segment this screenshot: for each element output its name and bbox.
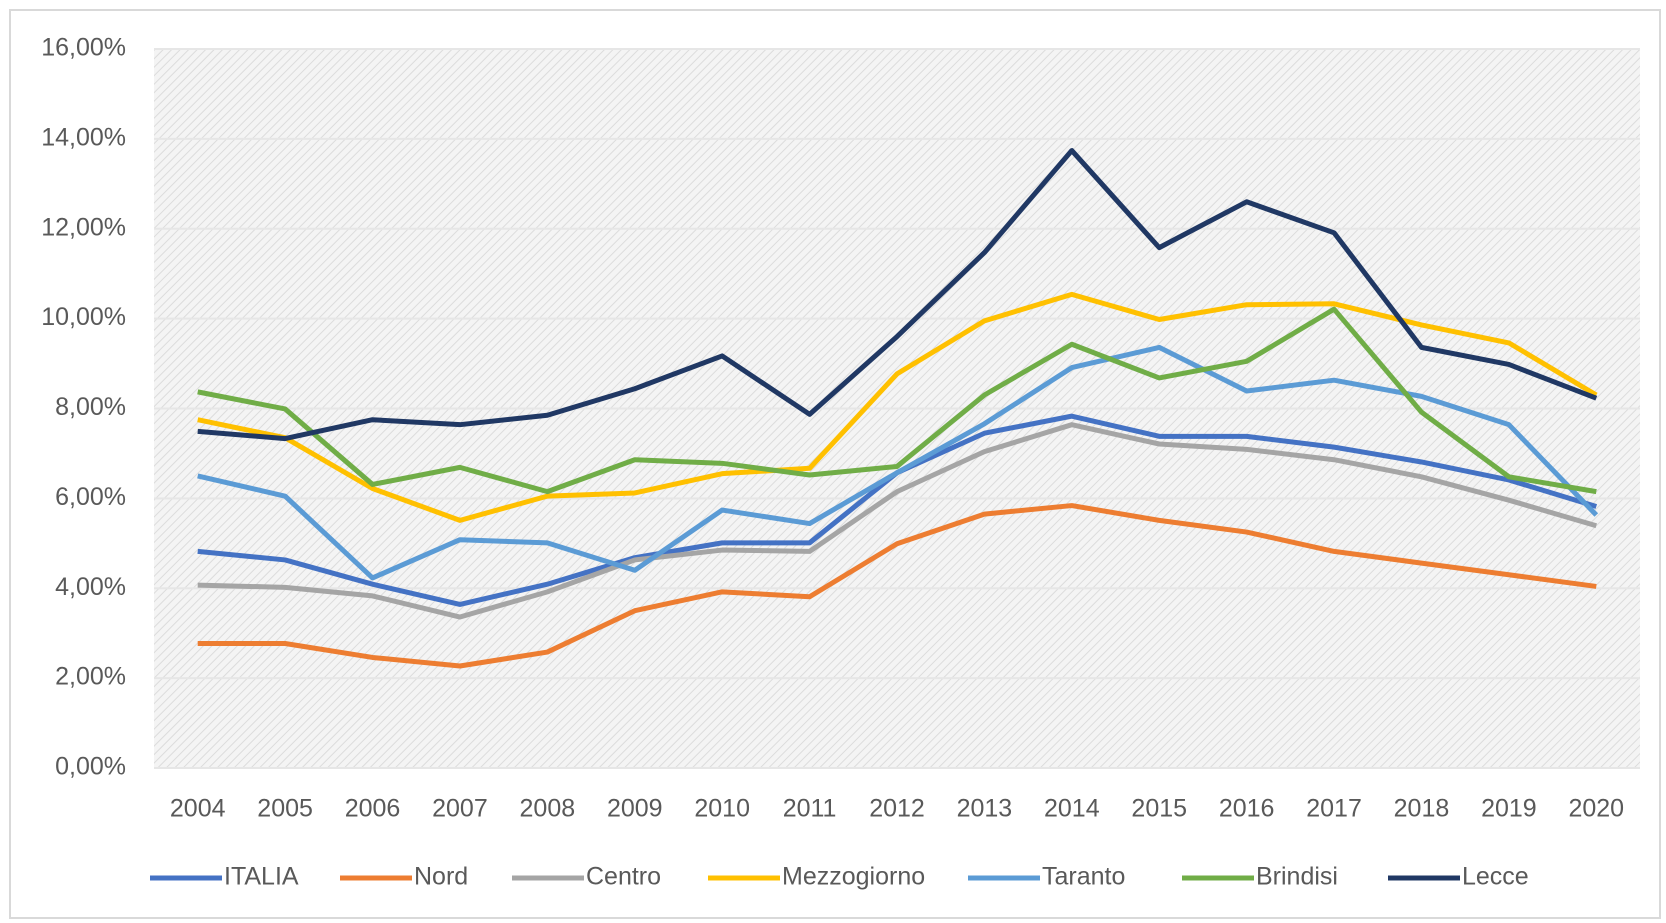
x-tick-label: 2016 (1219, 795, 1275, 823)
legend-label: Mezzogiorno (782, 863, 925, 891)
x-tick-label: 2013 (957, 795, 1013, 823)
x-tick-label: 2019 (1481, 795, 1537, 823)
legend-label: ITALIA (224, 863, 299, 891)
x-tick-label: 2011 (783, 795, 837, 823)
x-tick-label: 2017 (1306, 795, 1362, 823)
x-tick-label: 2005 (257, 795, 313, 823)
y-tick-label: 4,00% (55, 573, 126, 601)
x-tick-label: 2012 (869, 795, 925, 823)
series-line (197, 148, 1598, 442)
legend-label: Centro (586, 863, 661, 891)
legend-label: Brindisi (1256, 863, 1338, 891)
y-tick-label: 12,00% (41, 213, 126, 241)
x-tick-label: 2014 (1044, 795, 1100, 823)
x-tick-label: 2004 (170, 795, 226, 823)
y-tick-label: 8,00% (55, 393, 126, 421)
x-tick-label: 2018 (1394, 795, 1450, 823)
legend-label: Nord (414, 863, 468, 891)
series-line (197, 503, 1597, 669)
y-tick-label: 14,00% (41, 123, 126, 151)
x-tick-label: 2015 (1131, 795, 1187, 823)
x-tick-label: 2007 (432, 795, 488, 823)
series-line (197, 306, 1597, 495)
y-tick-label: 0,00% (55, 753, 126, 781)
x-tick-label: 2008 (520, 795, 576, 823)
series-line (197, 422, 1597, 620)
x-tick-label: 2010 (694, 795, 750, 823)
y-tick-label: 16,00% (41, 34, 126, 62)
x-tick-label: 2006 (345, 795, 401, 823)
series-line (197, 344, 1599, 581)
y-tick-label: 2,00% (55, 663, 126, 691)
legend-label: Taranto (1042, 863, 1125, 891)
x-tick-label: 2009 (607, 795, 663, 823)
y-tick-label: 10,00% (41, 303, 126, 331)
series-line (197, 291, 1598, 523)
legend-label: Lecce (1462, 863, 1529, 891)
y-tick-label: 6,00% (55, 483, 126, 511)
x-tick-label: 2020 (1568, 795, 1624, 823)
